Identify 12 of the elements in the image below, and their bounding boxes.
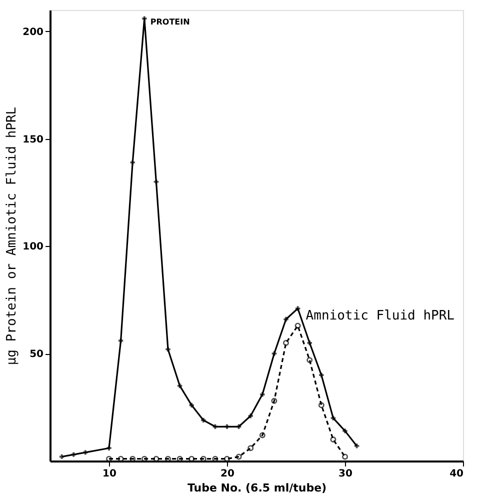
y-tick-label: 200 — [22, 26, 44, 38]
x-axis-title: Tube No. (6.5 ml/tube) — [187, 482, 327, 494]
series-label: PROTEIN — [150, 18, 190, 27]
series-label: Amniotic Fluid hPRL — [306, 308, 455, 324]
y-tick-label: 100 — [22, 242, 44, 253]
x-tick-label: 20 — [220, 468, 234, 480]
y-tick-label: 150 — [22, 134, 44, 146]
y-axis-title: μg Protein or Amniotic Fluid hPRL — [4, 106, 20, 366]
x-tick-label: 30 — [338, 468, 352, 480]
x-tick-label: 40 — [450, 468, 464, 480]
x-tick-label: 10 — [102, 468, 116, 480]
y-tick-label: 50 — [30, 349, 44, 360]
